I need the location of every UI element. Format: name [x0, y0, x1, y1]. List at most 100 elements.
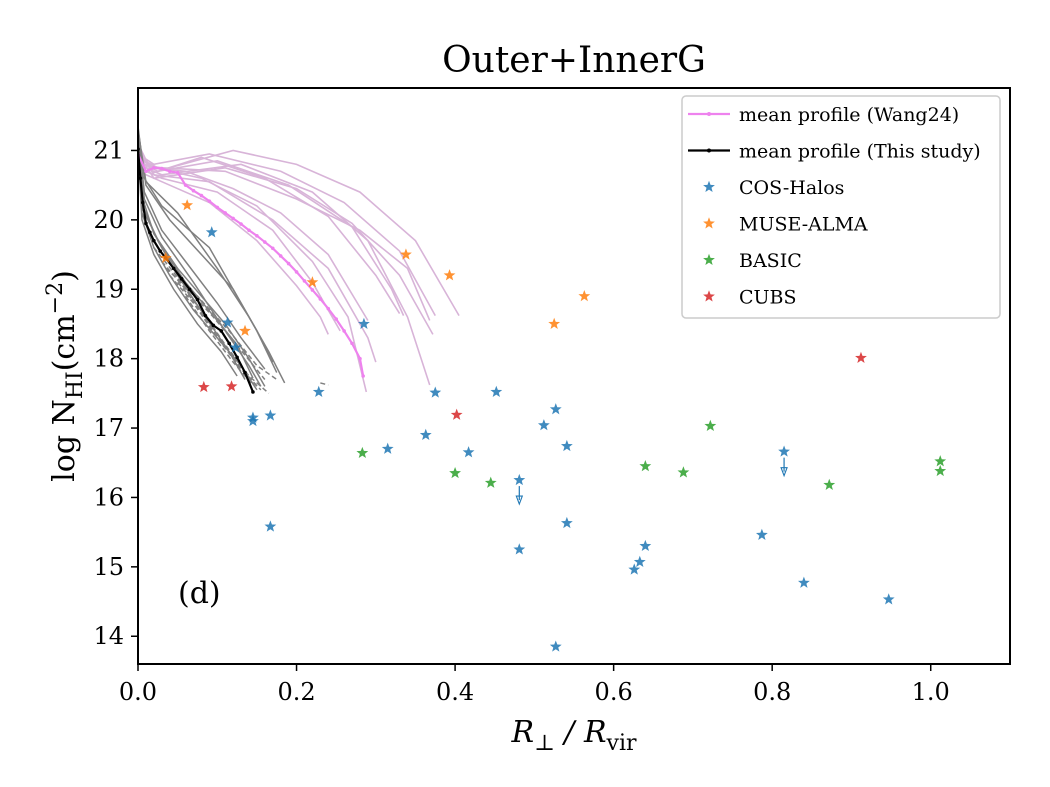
x-tick-label-3: 0.6 — [595, 678, 633, 706]
mean-marker-wang24-13 — [239, 222, 243, 226]
legend-label-cos_halos: COS-Halos — [739, 177, 844, 199]
point-basic-3 — [639, 460, 652, 472]
mean-marker-wang24-29 — [361, 374, 365, 378]
y-axis-label-sub: HI — [63, 371, 88, 399]
x-axis-ticks: 0.0 0.2 0.4 0.6 0.8 1.0 — [119, 664, 950, 706]
individual-profiles-wang24 — [138, 143, 460, 393]
chart-title: Outer+InnerG — [442, 40, 706, 81]
point-basic-7 — [934, 455, 947, 467]
point-cos_halos-4 — [247, 414, 259, 427]
point-basic-4 — [677, 466, 690, 478]
y-tick-label-7: 21 — [93, 136, 124, 164]
this-study-dashed-profile-4 — [153, 247, 266, 380]
mean-marker-wang24-28 — [358, 356, 362, 361]
mean-marker-wang24-20 — [294, 270, 299, 274]
mean-marker-wang24-23 — [318, 297, 323, 301]
mean-marker-wang24-26 — [342, 329, 346, 333]
mean-marker-this_study-3 — [144, 221, 148, 226]
point-cubs-0 — [197, 380, 210, 393]
y-axis-label-sup: −2 — [43, 282, 68, 314]
wang24-individual-profile-3 — [138, 160, 405, 316]
mean-marker-wang24-5 — [175, 170, 180, 175]
point-cos_halos-27 — [882, 593, 895, 605]
x-axis-label-sub1: ⊥ — [534, 731, 555, 756]
point-cos_halos-9 — [381, 442, 394, 454]
point-basic-8 — [934, 464, 947, 477]
mean-marker-wang24-24 — [326, 306, 331, 311]
point-basic-6 — [823, 478, 836, 490]
legend-marker-wang24 — [707, 112, 711, 116]
mean-marker-this_study-17 — [243, 370, 247, 375]
mean-marker-this_study-11 — [195, 297, 200, 302]
mean-marker-wang24-21 — [302, 279, 307, 283]
wang24-individual-profile-10 — [138, 163, 431, 386]
mean-marker-wang24-2 — [152, 166, 156, 170]
this-study-individual-profile-7 — [138, 129, 286, 384]
x-tick-label-1: 0.2 — [277, 678, 315, 706]
mean-marker-this_study-14 — [219, 329, 224, 333]
legend-marker-this_study — [707, 148, 711, 153]
y-axis-label: log NHI(cm−2) — [43, 270, 88, 482]
point-cos_halos-14 — [513, 473, 526, 486]
point-muse_alma-4 — [400, 248, 412, 260]
plot-area — [138, 126, 947, 652]
point-cos_halos-23 — [639, 539, 652, 552]
legend-label-muse_alma: MUSE-ALMA — [739, 214, 868, 236]
mean-marker-this_study-1 — [138, 176, 143, 181]
mean-marker-wang24-8 — [199, 193, 204, 198]
mean-marker-wang24-17 — [270, 246, 275, 251]
panel-label: (d) — [178, 576, 221, 611]
this-study-individual-profile-1 — [138, 136, 266, 387]
mean-marker-this_study-15 — [227, 341, 231, 346]
mean-marker-wang24-22 — [310, 288, 315, 292]
point-muse_alma-3 — [306, 276, 319, 288]
point-cos_halos-7 — [312, 385, 325, 397]
y-axis-label-unit: (cm — [47, 314, 82, 371]
this-study-individual-profile-6 — [138, 146, 238, 377]
upper-limit-head-0 — [515, 495, 524, 506]
mean-marker-this_study-5 — [152, 238, 156, 243]
mean-marker-wang24-10 — [215, 205, 220, 210]
legend-box — [681, 95, 1001, 319]
wang24-individual-profile-7 — [138, 167, 341, 332]
mean-profile-lines — [138, 147, 365, 394]
point-basic-5 — [704, 419, 717, 431]
point-muse_alma-5 — [443, 269, 456, 281]
point-basic-0 — [356, 446, 369, 459]
legend-star-cubs — [703, 290, 715, 302]
legend-label-cubs: CUBS — [739, 287, 797, 309]
x-axis-label-sub2: vir — [606, 731, 637, 756]
point-cos_halos-12 — [462, 446, 475, 458]
wang24-individual-profile-1 — [138, 146, 401, 314]
point-cos_halos-11 — [429, 386, 442, 398]
mean-marker-this_study-16 — [235, 355, 239, 360]
mean-marker-this_study-8 — [171, 266, 176, 271]
point-cos_halos-15 — [513, 543, 526, 555]
mean-marker-wang24-4 — [167, 169, 172, 174]
this-study-dashed-profile-2 — [177, 281, 270, 394]
legend-star-muse_alma — [703, 217, 715, 229]
this-study-dashed-profile-6 — [320, 382, 329, 386]
point-cubs-1 — [225, 380, 238, 392]
legend-star-cos_halos — [703, 180, 715, 193]
legend-label-wang24: mean profile (Wang24) — [739, 104, 959, 126]
point-cubs-2 — [450, 408, 463, 420]
point-cos_halos-24 — [755, 528, 768, 540]
mean-marker-this_study-12 — [203, 313, 208, 318]
y-tick-label-4: 18 — [93, 345, 124, 373]
this-study-individual-profile-8 — [138, 136, 262, 387]
wang24-individual-profile-2 — [138, 153, 436, 317]
upper-limit-head-1 — [780, 467, 788, 478]
point-cos_halos-16 — [537, 419, 550, 431]
x-tick-label-0: 0.0 — [119, 678, 157, 706]
y-tick-label-3: 17 — [93, 414, 124, 442]
mean-marker-wang24-19 — [286, 261, 291, 266]
y-axis-ticks: 14 15 16 17 18 19 20 21 — [93, 136, 138, 650]
wang24-individual-profile-8 — [138, 170, 329, 335]
y-axis-label-close: ) — [47, 270, 82, 282]
point-muse_alma-2 — [239, 324, 251, 336]
legend-star-basic — [703, 253, 715, 266]
legend-label-this_study: mean profile (This study) — [739, 141, 981, 163]
mean-marker-wang24-1 — [144, 169, 148, 174]
